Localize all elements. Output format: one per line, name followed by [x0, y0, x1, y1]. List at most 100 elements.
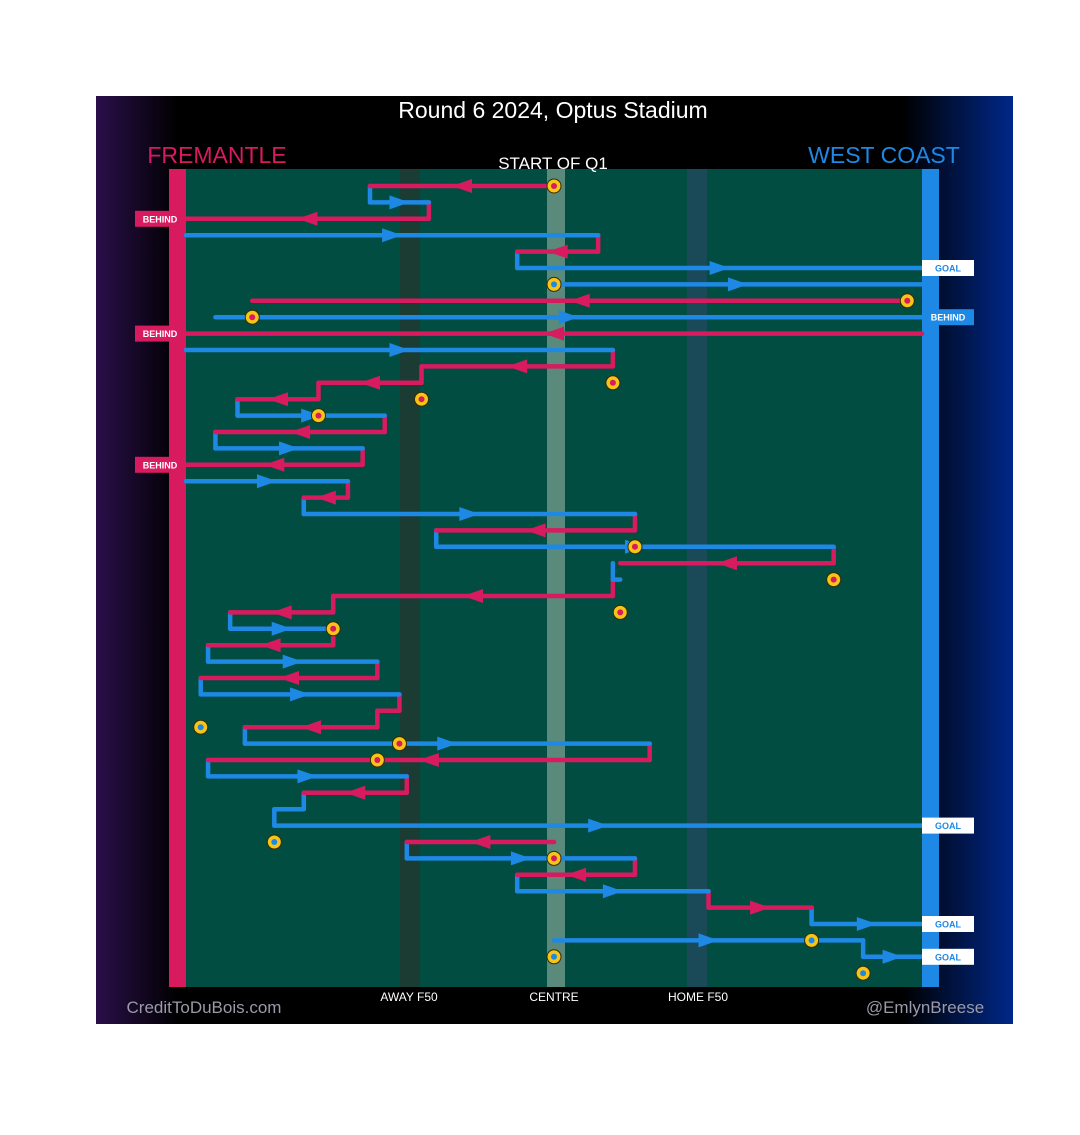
chain-arrow — [260, 638, 281, 653]
chain-segment-fremantle — [706, 900, 814, 915]
marker-center — [396, 740, 403, 747]
chain-segment-fremantle — [235, 392, 321, 407]
marker-center — [271, 839, 278, 845]
marker-center — [609, 379, 616, 386]
chain-arrow — [698, 933, 719, 948]
marker-center — [330, 625, 337, 632]
chain-segment-west-coast — [301, 507, 638, 521]
chain-segment-fremantle — [183, 326, 925, 341]
chain-start-marker — [899, 293, 915, 309]
chain-segment-west-coast — [809, 917, 925, 931]
chain-segment-fremantle — [205, 753, 652, 767]
marker-center — [197, 724, 204, 731]
chain-arrow — [290, 687, 311, 702]
quarter-label: START OF Q1 — [498, 154, 608, 173]
chain-start-marker — [414, 391, 430, 407]
chain-start-marker — [244, 309, 260, 325]
outcome-badge-text: GOAL — [935, 821, 962, 831]
chain-segment-west-coast — [183, 343, 616, 357]
chain-arrow — [279, 441, 300, 456]
possession-chains — [183, 179, 925, 964]
chain-arrow — [569, 293, 590, 308]
credit-right: @EmlynBreese — [866, 998, 984, 1017]
outcome-badge-box — [135, 210, 185, 227]
chain-arrow — [256, 474, 277, 489]
chain-arrow — [382, 228, 403, 243]
outcome-goal-badge: GOAL — [922, 260, 974, 276]
chain-arrow — [297, 211, 318, 226]
chain-arrow — [728, 277, 748, 292]
chain-arrow — [882, 949, 903, 964]
marker-center — [249, 314, 256, 321]
chain-start-marker — [826, 572, 842, 588]
chain-arrow — [459, 507, 480, 521]
outcome-badge-box — [922, 916, 974, 932]
chain-segment-west-coast — [242, 736, 652, 751]
chain-segment-west-coast — [551, 277, 925, 292]
outcome-goal-badge: GOAL — [922, 817, 974, 834]
chain-arrow — [558, 310, 579, 325]
chain-arrow — [716, 556, 737, 571]
west-coast-goal-bar — [922, 169, 939, 987]
team-name-fremantle: FREMANTLE — [147, 142, 286, 168]
marker-center — [551, 855, 557, 862]
outcome-badge-box — [922, 309, 974, 326]
marker-center — [315, 412, 322, 419]
chain-segment-fremantle — [514, 867, 638, 882]
chain-arrow — [389, 343, 410, 357]
outcome-badge-box — [922, 948, 974, 965]
chain-arrow — [507, 359, 528, 374]
outcome-badge-text: BEHIND — [931, 313, 966, 323]
chain-segment-west-coast — [213, 441, 365, 456]
chain-markers — [193, 178, 915, 981]
chain-segment-fremantle — [227, 605, 336, 620]
chain-arrow — [544, 326, 564, 341]
outcome-labels: BEHIND GOAL BEHIND BEHIND BEHIND GOAL GOAL GOAL — [135, 210, 974, 965]
chain-segment-fremantle — [198, 671, 380, 685]
chain-start-marker — [605, 375, 621, 391]
outcome-badge-text: BEHIND — [143, 329, 178, 339]
team-name-west-coast: WEST COAST — [808, 142, 960, 168]
marker-center — [631, 543, 638, 550]
chain-arrow — [566, 867, 587, 882]
outcome-goal-badge: GOAL — [922, 948, 974, 965]
chain-segment-west-coast — [514, 261, 925, 275]
field-label-away-f50: AWAY F50 — [380, 990, 438, 1004]
credit-left: CreditToDuBois.com — [127, 998, 282, 1017]
chain-arrow — [547, 244, 568, 259]
chain-start-marker — [546, 949, 562, 965]
fremantle-goal-bar — [169, 169, 186, 987]
outcome-behind-badge: BEHIND — [135, 456, 185, 473]
marker-center — [904, 297, 911, 304]
chain-arrow — [525, 523, 546, 538]
outcome-goal-badge: GOAL — [922, 916, 974, 932]
field-label-home-f50: HOME F50 — [668, 990, 728, 1004]
outcome-badge-box — [922, 260, 974, 276]
chain-arrow — [282, 654, 303, 669]
chain-arrow — [437, 736, 458, 751]
chain-arrow — [389, 195, 410, 210]
chain-arrow — [588, 818, 609, 833]
chain-start-marker — [855, 965, 871, 981]
chain-segment-fremantle — [213, 425, 387, 439]
chain-start-marker — [546, 178, 562, 194]
chain-start-marker — [193, 719, 209, 735]
outcome-badge-text: BEHIND — [143, 460, 178, 470]
chain-arrow — [510, 851, 531, 866]
away-f50-line — [400, 169, 420, 987]
chain-segment-fremantle — [404, 835, 557, 849]
field-label-centre: CENTRE — [529, 990, 578, 1004]
centre-line — [547, 169, 565, 987]
chain-arrow — [271, 605, 292, 620]
chain-arrow — [470, 835, 491, 849]
outcome-badge-text: BEHIND — [143, 214, 178, 224]
chain-segment-fremantle — [301, 785, 410, 800]
chain-arrow — [279, 671, 300, 685]
chain-arrow — [297, 769, 318, 784]
chain-segment-fremantle — [514, 244, 601, 259]
chain-segment-fremantle — [205, 638, 336, 653]
chain-start-marker — [612, 604, 628, 620]
chain-segment-west-coast — [367, 195, 432, 210]
marker-center — [808, 937, 815, 944]
chain-segment-fremantle — [433, 523, 638, 538]
